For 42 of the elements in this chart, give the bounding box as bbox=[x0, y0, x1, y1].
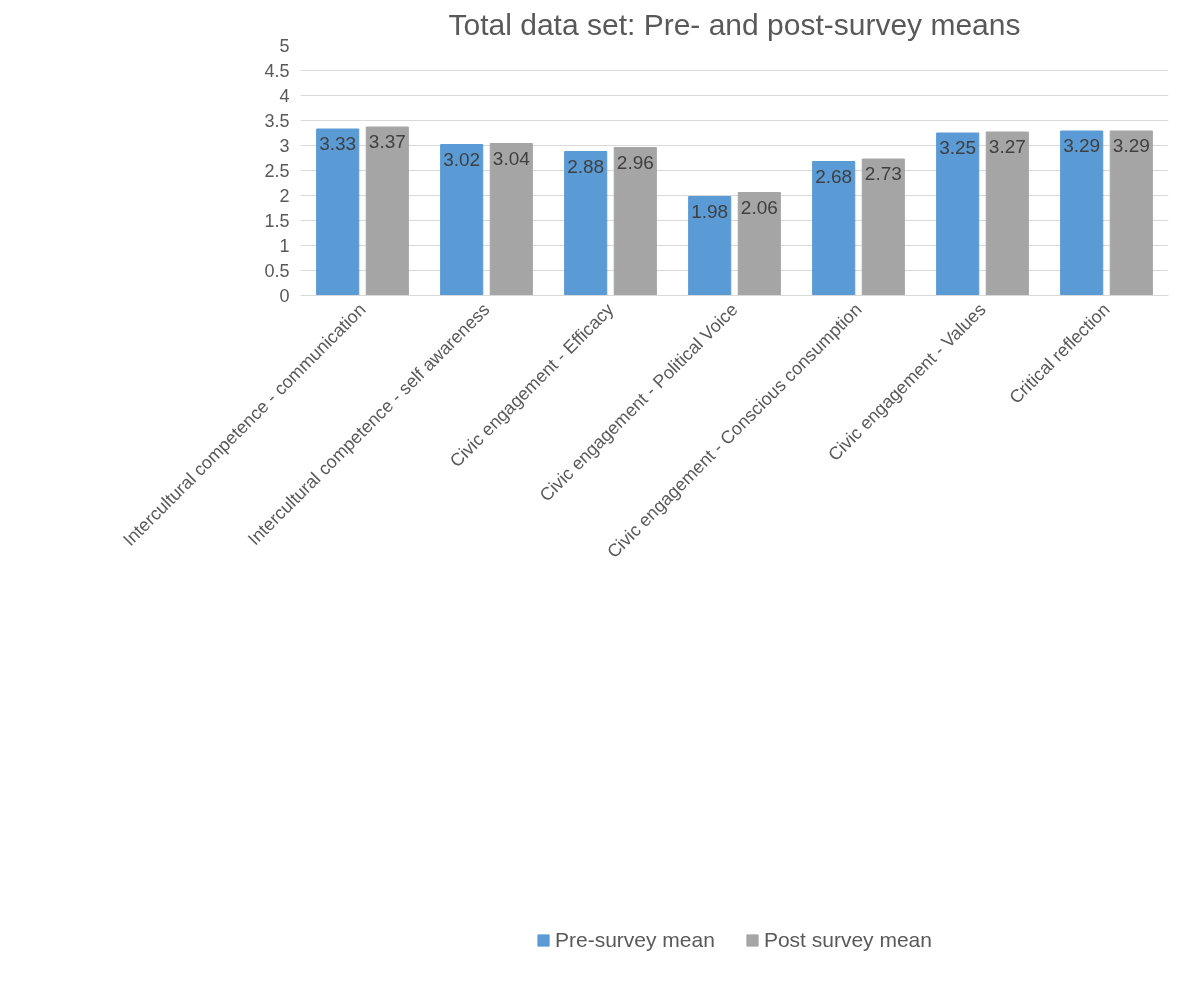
y-tick-label: 0.5 bbox=[264, 261, 290, 281]
bar bbox=[812, 161, 856, 296]
data-label: 3.29 bbox=[1063, 135, 1101, 156]
bar bbox=[936, 132, 980, 296]
bar bbox=[1109, 130, 1153, 296]
data-label: 1.98 bbox=[691, 200, 729, 222]
bar bbox=[688, 196, 732, 296]
bar bbox=[613, 147, 657, 296]
bar bbox=[985, 131, 1029, 296]
legend-label: Post survey mean bbox=[763, 928, 932, 952]
bar bbox=[316, 128, 360, 296]
y-tick-label: 3 bbox=[279, 136, 290, 156]
bar bbox=[365, 126, 409, 296]
legend-label: Pre-survey mean bbox=[555, 928, 715, 952]
y-tick-label: 5 bbox=[279, 36, 290, 56]
y-tick-label: 1.5 bbox=[264, 211, 290, 231]
data-label: 3.27 bbox=[988, 136, 1026, 157]
chart-title: Total data set: Pre- and post-survey means bbox=[448, 7, 1021, 41]
data-label: 3.02 bbox=[443, 148, 481, 170]
y-tick-label: 2 bbox=[279, 186, 290, 206]
data-label: 3.25 bbox=[939, 137, 977, 158]
data-label: 3.33 bbox=[319, 133, 357, 154]
y-tick-label: 4.5 bbox=[264, 61, 290, 81]
y-tick-label: 4 bbox=[279, 86, 290, 106]
data-label: 2.06 bbox=[740, 196, 778, 218]
y-tick-label: 1 bbox=[279, 236, 290, 256]
y-tick-label: 3.5 bbox=[264, 111, 290, 131]
data-label: 2.96 bbox=[616, 151, 654, 173]
bar bbox=[1060, 130, 1104, 296]
bar bbox=[861, 158, 905, 296]
data-label: 2.73 bbox=[864, 163, 902, 184]
data-label: 2.88 bbox=[567, 155, 605, 177]
data-label: 2.68 bbox=[815, 165, 853, 187]
y-tick-label: 0 bbox=[279, 286, 290, 306]
bar bbox=[440, 144, 484, 296]
data-label: 3.37 bbox=[368, 131, 406, 152]
data-label: 3.04 bbox=[492, 147, 531, 169]
data-label: 3.29 bbox=[1112, 135, 1150, 156]
bar bbox=[737, 192, 781, 296]
y-tick-label: 2.5 bbox=[264, 161, 290, 181]
bar bbox=[564, 151, 608, 296]
bar bbox=[489, 143, 533, 296]
